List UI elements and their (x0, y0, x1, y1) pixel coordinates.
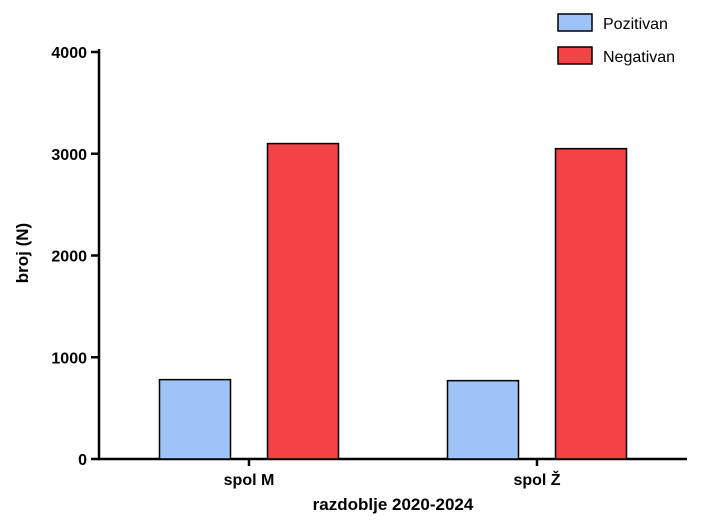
legend-label: Negativan (603, 49, 675, 66)
bar-negativan-1 (266, 142, 340, 460)
y-axis-title: broj (N) (13, 223, 32, 283)
x-tick-label: spol M (224, 472, 275, 489)
bar-pozitivan-1 (158, 378, 232, 460)
legend-item: Pozitivan (557, 13, 668, 33)
x-tick-label: spol Ž (513, 470, 560, 489)
legend-item: Negativan (557, 46, 675, 66)
legend-swatch (557, 13, 593, 32)
x-ticks: spol M spol Ž (224, 459, 561, 489)
bars (158, 142, 628, 460)
legend: Pozitivan Negativan (557, 13, 675, 66)
bar-pozitivan-2 (446, 379, 520, 460)
legend-label: Pozitivan (603, 16, 668, 33)
y-tick-label: 2000 (51, 249, 87, 266)
bar-negativan-2 (554, 147, 628, 460)
y-tick-label: 0 (78, 452, 87, 469)
x-axis-title: razdoblje 2020-2024 (313, 495, 474, 514)
y-tick-label: 1000 (51, 350, 87, 367)
y-ticks: 0 1000 2000 3000 4000 (51, 45, 99, 469)
y-tick-label: 3000 (51, 147, 87, 164)
y-tick-label: 4000 (51, 45, 87, 62)
legend-swatch (557, 46, 593, 65)
